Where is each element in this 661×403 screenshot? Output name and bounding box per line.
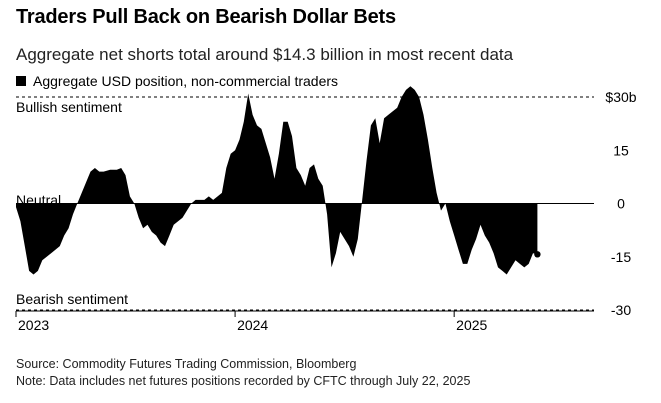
series-layer [16,86,541,275]
source-note: Source: Commodity Futures Trading Commis… [16,357,357,371]
x-tick-label: 2024 [237,317,268,333]
y-tick-label: $30b [605,89,636,105]
series-area [16,86,538,275]
y-tick-label: 15 [613,142,629,158]
y-tick-label: 0 [617,196,625,212]
y-tick-label: -15 [611,249,631,265]
chart-title: Traders Pull Back on Bearish Dollar Bets [16,6,396,28]
legend-swatch [16,76,26,86]
y-tick-label: -30 [611,302,631,318]
legend: Aggregate USD position, non-commercial t… [16,73,338,89]
bearish-annotation: Bearish sentiment [16,291,128,307]
legend-label: Aggregate USD position, non-commercial t… [33,73,339,89]
x-tick-label: 2023 [18,317,49,333]
bullish-annotation: Bullish sentiment [16,99,122,115]
grid-layer [16,96,594,311]
x-tick-label: 2025 [456,317,487,333]
axis-layer: $30b 15 0 -15 -30 2023 2024 2025 [15,89,637,333]
latest-value-marker [534,251,541,258]
footnote: Note: Data includes net futures position… [16,374,471,388]
neutral-annotation: Neutral [16,192,61,208]
chart-subtitle: Aggregate net shorts total around $14.3 … [16,45,514,64]
